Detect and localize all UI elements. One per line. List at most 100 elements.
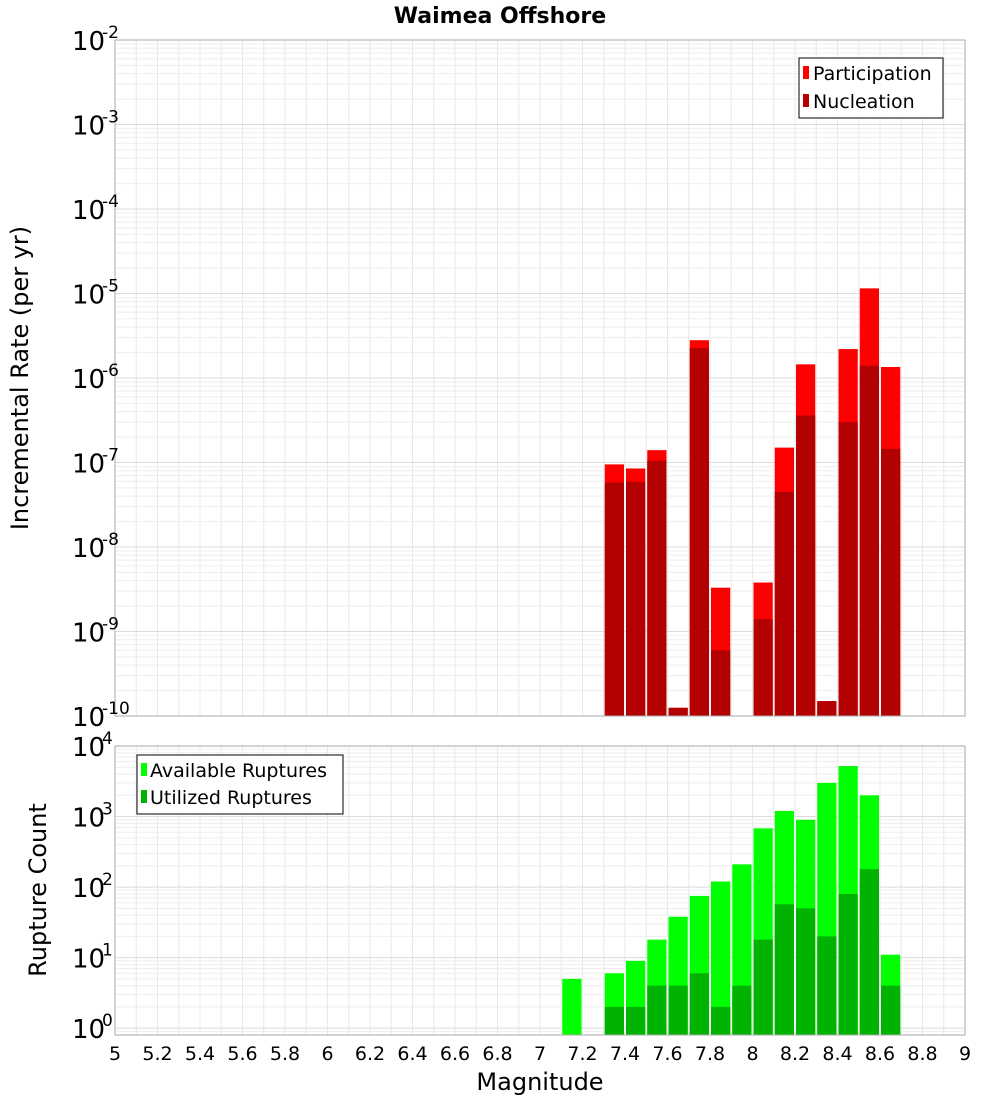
x-tick-label: 6.6 [440,1043,470,1065]
count-bar-utilized-ruptures [647,985,667,1035]
x-tick-label: 7.2 [567,1043,597,1065]
count-bar-utilized-ruptures [817,936,837,1035]
count-plot-border [114,745,966,1036]
count-y-tick-exponent: 3 [102,800,113,820]
rate-legend-box [798,57,944,119]
rate-y-tick-label: 10 [72,196,105,226]
rate-bar-nucleation [604,482,624,716]
rate-bar-nucleation [881,448,901,716]
x-tick-label: 5.8 [270,1043,300,1065]
utilized-legend-swatch [141,790,147,803]
x-tick-label: 6.8 [482,1043,512,1065]
rate-y-axis-title: Incremental Rate (per yr) [6,226,34,530]
x-tick-label: 5 [109,1043,121,1065]
rate-y-tick-exponent: -5 [102,277,119,297]
x-tick-label: 7.6 [652,1043,682,1065]
nucleation-legend-swatch [803,94,809,107]
x-tick-label: 5.6 [227,1043,257,1065]
available-legend-swatch [141,763,147,776]
participation-legend-label: Participation [813,63,932,85]
rate-bar-nucleation [796,415,816,716]
chart-title: Waimea Offshore [394,4,606,29]
rate-y-tick-exponent: -2 [102,23,119,43]
rate-bar-nucleation [626,481,646,716]
rate-y-tick-exponent: -8 [102,530,119,550]
rate-bar-nucleation [647,460,667,716]
x-tick-label: 7 [534,1043,546,1065]
x-tick-label: 7.8 [695,1043,725,1065]
count-y-tick-label: 10 [72,874,105,904]
rate-grid [114,40,966,717]
count-legend-box [136,754,344,815]
count-y-tick-exponent: 2 [102,870,113,890]
rate-y-tick-exponent: -7 [102,446,119,466]
utilized-legend-label: Utilized Ruptures [150,787,312,809]
rate-y-tick-label: 10 [72,703,105,733]
rate-y-tick-label: 10 [72,619,105,649]
x-axis-title: Magnitude [476,1068,603,1096]
count-bar-utilized-ruptures [753,939,773,1035]
x-tick-label: 7.4 [610,1043,640,1065]
rate-y-tick-exponent: -4 [102,192,119,212]
x-tick-label: 6.2 [355,1043,385,1065]
count-bar-available-ruptures [711,881,731,1035]
rate-y-tick-label: 10 [72,112,105,142]
x-tick-label: 5.2 [142,1043,172,1065]
count-bar-utilized-ruptures [626,1006,646,1035]
rate-legend: Participation Nucleation [798,57,944,119]
rate-plot-border [114,39,966,717]
rate-bar-nucleation [711,650,731,716]
rate-y-tick-label: 10 [72,365,105,395]
x-tick-label: 8.8 [907,1043,937,1065]
rate-y-tick-label: 10 [72,534,105,564]
count-bar-utilized-ruptures [668,985,688,1035]
count-y-tick-label: 10 [72,804,105,834]
count-y-tick-exponent: 0 [102,1011,113,1031]
count-y-tick-label: 10 [72,733,105,763]
count-bar-utilized-ruptures [711,1006,731,1035]
count-bar-utilized-ruptures [796,908,816,1035]
count-bar-utilized-ruptures [732,985,752,1035]
x-tick-label: 9 [959,1043,971,1065]
nucleation-legend-label: Nucleation [813,91,915,113]
x-tick-label: 6 [321,1043,333,1065]
x-tick-label: 5.4 [185,1043,215,1065]
x-tick-labels: 5 5.2 5.4 5.6 5.8 6 6.2 6.4 6.6 6.8 7 7.2 7.4 7.6 7.8 8… [109,1043,971,1065]
rate-y-tick-exponent: -10 [102,699,130,719]
rate-y-tick-label: 10 [72,450,105,480]
count-y-tick-exponent: 1 [102,941,113,961]
count-y-tick-exponent: 4 [102,729,113,749]
count-bar-utilized-ruptures [859,869,879,1035]
count-bar-utilized-ruptures [604,1006,624,1035]
count-bars [562,766,901,1035]
count-bar-utilized-ruptures [774,904,794,1035]
count-bar-utilized-ruptures [689,973,709,1035]
available-legend-label: Available Ruptures [150,760,327,782]
rate-bar-nucleation [838,422,858,716]
x-tick-label: 8.6 [865,1043,895,1065]
x-tick-label: 8.2 [780,1043,810,1065]
rate-bar-nucleation [668,707,688,716]
x-tick-label: 8.4 [822,1043,852,1065]
count-bar-utilized-ruptures [881,985,901,1035]
rate-y-tick-label: 10 [72,27,105,57]
rate-y-tick-exponent: -6 [102,361,119,381]
count-legend: Available Ruptures Utilized Ruptures [136,754,344,815]
participation-legend-swatch [803,66,809,79]
x-tick-label: 8 [746,1043,758,1065]
count-y-tick-label: 10 [72,945,105,975]
x-tick-label: 6.4 [397,1043,427,1065]
count-bar-available-ruptures [562,978,582,1035]
rate-y-tick-exponent: -9 [102,615,119,635]
count-y-axis-title: Rupture Count [24,803,52,977]
rate-bars [604,288,901,716]
count-y-tick-label: 10 [72,1015,105,1045]
rate-bar-nucleation [753,619,773,716]
rate-y-tick-label: 10 [72,281,105,311]
count-bar-utilized-ruptures [838,893,858,1035]
rate-bar-nucleation [817,701,837,716]
